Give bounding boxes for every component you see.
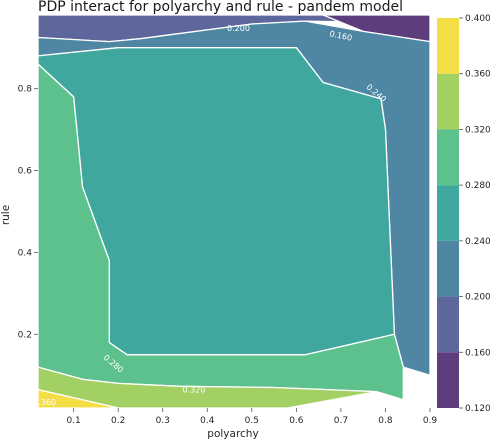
x-axis-ticks: 0.1 0.2 0.3 0.4 0.5 0.6 0.7 0.8 0.9: [66, 408, 437, 426]
colorbar-tick-label: 0.240: [465, 237, 490, 247]
contour-regions: [37, 14, 431, 409]
colorbar-tick-label: 0.280: [465, 181, 490, 191]
y-tick-label: 0.2: [18, 330, 32, 340]
contour-label-4: 0.320: [182, 386, 205, 395]
colorbar-segment-0: [437, 352, 459, 408]
colorbar-tick-label: 0.400: [465, 14, 490, 24]
y-axis-ticks: 0.2 0.4 0.6 0.8: [18, 85, 38, 340]
colorbar-tick-label: 0.360: [465, 70, 490, 80]
colorbar-tick-label: 0.200: [465, 293, 490, 303]
contour-label-1: 0.200: [227, 24, 250, 33]
colorbar: [437, 18, 459, 408]
x-tick-label: 0.9: [423, 416, 438, 426]
colorbar-segment-3: [437, 185, 459, 241]
x-tick-label: 0.1: [66, 416, 80, 426]
x-tick-label: 0.4: [200, 416, 215, 426]
y-tick-label: 0.6: [18, 167, 33, 177]
contour-label-5: 0.360: [33, 398, 56, 407]
colorbar-tick-label: 0.120: [465, 404, 490, 414]
y-tick-label: 0.8: [18, 85, 33, 95]
x-axis-label: polyarchy: [207, 428, 258, 440]
x-tick-label: 0.3: [156, 416, 170, 426]
y-axis-label: rule: [0, 205, 12, 225]
colorbar-segment-5: [437, 73, 459, 130]
colorbar-tick-label: 0.160: [465, 348, 490, 358]
colorbar-segment-6: [437, 18, 459, 74]
colorbar-segment-4: [437, 129, 459, 186]
colorbar-segment-2: [437, 240, 459, 297]
x-tick-label: 0.7: [334, 416, 348, 426]
colorbar-segment-1: [437, 296, 459, 353]
x-tick-label: 0.8: [378, 416, 393, 426]
x-tick-label: 0.5: [245, 416, 259, 426]
colorbar-tick-label: 0.320: [465, 125, 490, 135]
x-tick-label: 0.2: [111, 416, 125, 426]
x-tick-label: 0.6: [289, 416, 304, 426]
colorbar-ticks: 0.120 0.160 0.200 0.240 0.280 0.320 0.360 0.400: [459, 14, 490, 414]
chart-title: PDP interact for polyarchy and rule - pa…: [38, 0, 403, 15]
y-tick-label: 0.4: [18, 248, 33, 258]
